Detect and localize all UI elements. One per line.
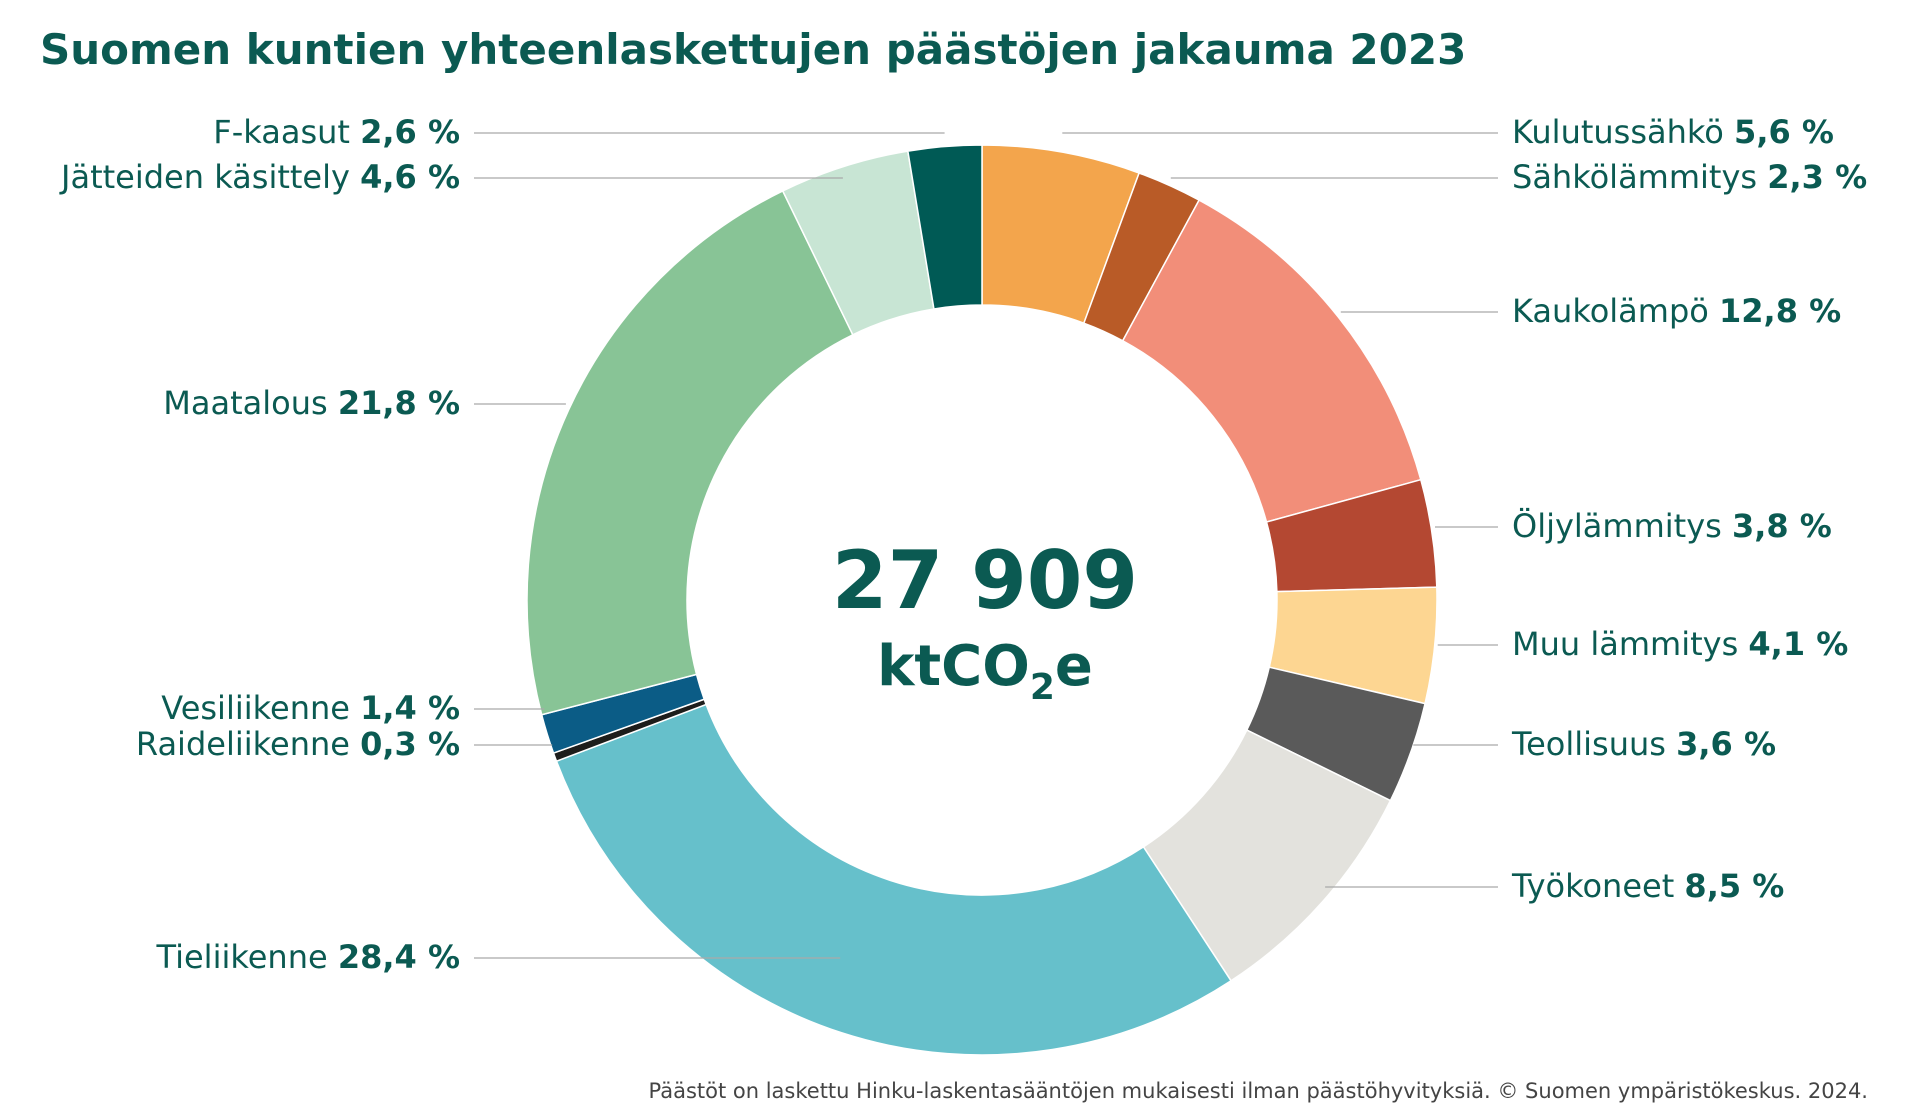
- label-name: Öljylämmitys: [1512, 507, 1732, 545]
- label-sahkolammitys: Sähkölämmitys 2,3 %: [1512, 158, 1867, 196]
- slice-labels: Kulutussähkö 5,6 % Sähkölämmitys 2,3 % Kau…: [59, 113, 1867, 976]
- slice-f-kaasut: [906, 144, 983, 310]
- label-kaukolampo: Kaukolämpö 12,8 %: [1512, 292, 1841, 330]
- total-unit: ktCO2e: [877, 634, 1093, 708]
- label-name: Teollisuus: [1511, 725, 1676, 763]
- label-value: 0,3 %: [360, 725, 460, 763]
- label-name: Tieliikenne: [156, 938, 338, 976]
- label-maatalous: Maatalous 21,8 %: [163, 384, 460, 422]
- label-name: Muu lämmitys: [1512, 625, 1748, 663]
- footer-note: Päästöt on laskettu Hinku-laskentasääntö…: [649, 1079, 1869, 1103]
- label-value: 4,1 %: [1748, 625, 1848, 663]
- unit-subscript: 2: [1030, 667, 1055, 708]
- label-value: 3,8 %: [1732, 507, 1832, 545]
- label-kulutussahko: Kulutussähkö 5,6 %: [1512, 113, 1834, 151]
- label-tyokoneet: Työkoneet 8,5 %: [1511, 867, 1784, 905]
- unit-suffix: e: [1055, 634, 1093, 699]
- label-vesiliikenne: Vesiliikenne 1,4 %: [161, 689, 460, 727]
- label-value: 3,6 %: [1676, 725, 1776, 763]
- label-name: Kulutussähkö: [1512, 113, 1734, 151]
- label-teollisuus: Teollisuus 3,6 %: [1511, 725, 1776, 763]
- label-muu-lammitys: Muu lämmitys 4,1 %: [1512, 625, 1848, 663]
- label-value: 28,4 %: [338, 938, 460, 976]
- label-name: Raideliikenne: [136, 725, 360, 763]
- label-value: 8,5 %: [1684, 867, 1784, 905]
- label-jatteiden-kasittely: Jätteiden käsittely 4,6 %: [59, 158, 460, 196]
- label-value: 1,4 %: [360, 689, 460, 727]
- label-name: Jätteiden käsittely: [59, 158, 360, 196]
- label-tieliikenne: Tieliikenne 28,4 %: [156, 938, 460, 976]
- label-value: 4,6 %: [360, 158, 460, 196]
- label-value: 2,3 %: [1767, 158, 1867, 196]
- leader-lines: [474, 132, 1498, 959]
- label-value: 21,8 %: [338, 384, 460, 422]
- chart-title: Suomen kuntien yhteenlaskettujen päästöj…: [40, 25, 1466, 74]
- label-value: 2,6 %: [360, 113, 460, 151]
- label-raideliikenne: Raideliikenne 0,3 %: [136, 725, 460, 763]
- label-name: Työkoneet: [1511, 867, 1684, 905]
- label-name: Maatalous: [163, 384, 338, 422]
- unit-prefix: ktCO: [877, 634, 1030, 699]
- label-name: F-kaasut: [213, 113, 360, 151]
- label-oljylammitys: Öljylämmitys 3,8 %: [1512, 507, 1832, 545]
- label-value: 5,6 %: [1734, 113, 1834, 151]
- donut-slices: [526, 144, 1438, 1056]
- label-name: Sähkölämmitys: [1512, 158, 1767, 196]
- label-value: 12,8 %: [1719, 292, 1841, 330]
- slice-maatalous: [526, 189, 854, 716]
- label-name: Vesiliikenne: [161, 689, 360, 727]
- total-value: 27 909: [832, 534, 1138, 627]
- label-name: Kaukolämpö: [1512, 292, 1719, 330]
- slice-tieliikenne: [555, 703, 1233, 1056]
- label-f-kaasut: F-kaasut 2,6 %: [213, 113, 460, 151]
